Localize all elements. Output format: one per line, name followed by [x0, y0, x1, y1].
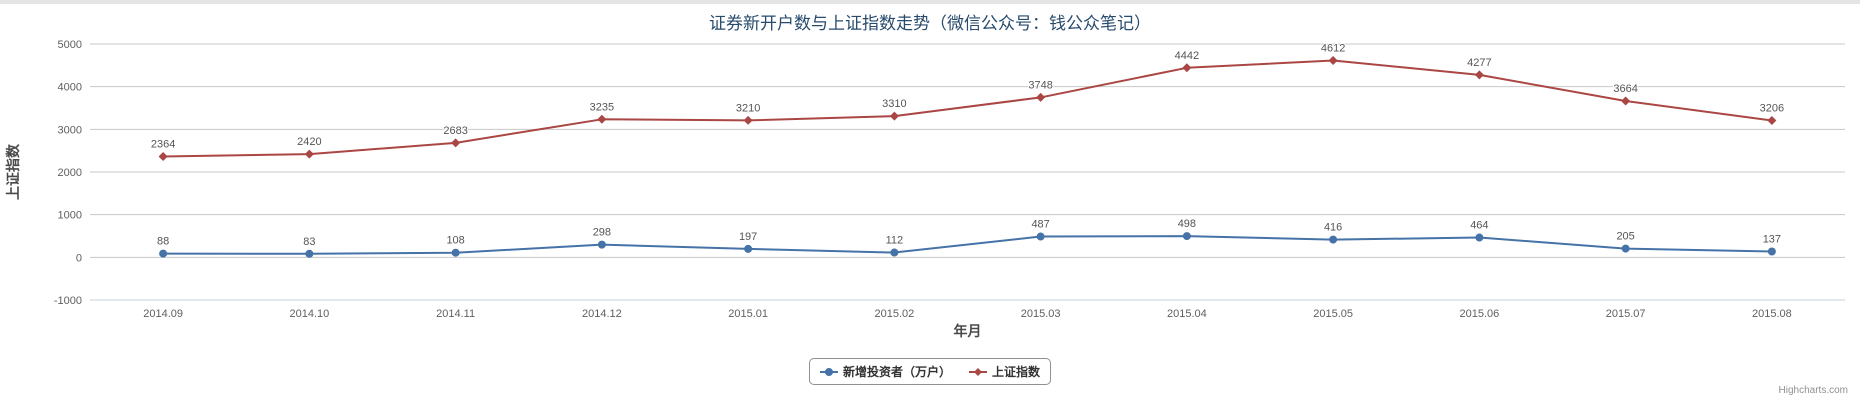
- series-line-shanghai-index: [162, 59, 1773, 158]
- data-point-label: 197: [739, 231, 757, 243]
- y-tick-label: 2000: [58, 167, 82, 179]
- x-tick-label: 2015.03: [1021, 308, 1061, 320]
- data-point-label: 3235: [590, 101, 614, 113]
- data-point-marker[interactable]: [1767, 116, 1777, 126]
- data-point-label: 3210: [736, 102, 760, 114]
- data-point-label: 2420: [297, 136, 321, 148]
- data-point-marker[interactable]: [158, 151, 168, 161]
- y-tick-label: -1000: [54, 295, 82, 307]
- data-point-marker[interactable]: [1328, 56, 1338, 66]
- data-point-marker[interactable]: [597, 240, 606, 249]
- y-tick-label: 5000: [58, 39, 82, 51]
- data-point-label: 112: [886, 235, 904, 247]
- data-point-label: 205: [1616, 231, 1634, 243]
- data-point-label: 108: [446, 235, 464, 247]
- data-point-label: 4612: [1321, 43, 1345, 55]
- x-tick-label: 2014.12: [582, 308, 622, 320]
- data-point-label: 298: [593, 227, 611, 239]
- data-point-label: 4277: [1467, 57, 1491, 69]
- y-axis-title: 上证指数: [5, 143, 21, 200]
- legend-diamond-marker-icon: [969, 367, 987, 376]
- credits-link[interactable]: Highcharts.com: [1778, 385, 1848, 396]
- data-point-label: 3664: [1613, 83, 1637, 95]
- data-point-marker[interactable]: [1036, 92, 1046, 102]
- data-point-label: 2364: [151, 138, 175, 150]
- data-point-marker[interactable]: [890, 248, 899, 257]
- legend-label: 新增投资者（万户）: [842, 365, 951, 379]
- data-point-label: 464: [1470, 220, 1488, 232]
- x-tick-label: 2015.07: [1606, 308, 1646, 320]
- data-point-label: 3748: [1028, 79, 1052, 91]
- data-point-marker[interactable]: [1621, 244, 1630, 253]
- data-point-marker[interactable]: [1036, 232, 1045, 241]
- data-point-marker[interactable]: [159, 249, 168, 258]
- data-point-label: 498: [1178, 218, 1196, 230]
- data-point-label: 416: [1324, 222, 1342, 234]
- y-tick-label: 3000: [58, 124, 82, 136]
- data-point-marker[interactable]: [889, 111, 899, 121]
- data-point-marker[interactable]: [1767, 247, 1776, 256]
- data-point-marker[interactable]: [1182, 63, 1192, 73]
- data-point-label: 3310: [882, 98, 906, 110]
- legend-label: 上证指数: [992, 365, 1041, 379]
- data-point-label: 487: [1031, 219, 1049, 231]
- legend-item-new-investors[interactable]: 新增投资者（万户）: [819, 363, 951, 380]
- data-point-marker[interactable]: [305, 249, 314, 258]
- series-line-new-investors: [162, 235, 1773, 255]
- data-point-marker[interactable]: [1182, 232, 1191, 241]
- data-point-marker[interactable]: [1621, 96, 1631, 106]
- x-tick-label: 2015.04: [1167, 308, 1207, 320]
- x-tick-label: 2015.05: [1313, 308, 1353, 320]
- legend-item-shanghai-index[interactable]: 上证指数: [969, 363, 1040, 380]
- x-tick-label: 2014.11: [436, 308, 475, 320]
- chart-title: 证券新开户数与上证指数走势（微信公众号：钱公众笔记）: [709, 14, 1151, 33]
- data-point-marker[interactable]: [1475, 233, 1484, 242]
- x-tick-label: 2014.10: [289, 308, 329, 320]
- data-point-label: 3206: [1760, 103, 1784, 115]
- data-point-marker[interactable]: [1474, 70, 1484, 80]
- x-tick-label: 2014.09: [143, 308, 183, 320]
- data-point-marker[interactable]: [451, 248, 460, 257]
- data-point-marker[interactable]: [304, 149, 314, 159]
- x-tick-label: 2015.02: [874, 308, 914, 320]
- legend-circle-marker-icon: [819, 367, 838, 376]
- x-axis-title: 年月: [954, 323, 982, 339]
- data-point-marker[interactable]: [743, 115, 753, 125]
- data-point-label: 88: [157, 236, 169, 248]
- data-point-label: 2683: [443, 125, 467, 137]
- x-tick-label: 2015.06: [1459, 308, 1499, 320]
- data-point-label: 4442: [1175, 50, 1199, 62]
- data-point-marker[interactable]: [451, 138, 461, 148]
- page-top-edge: [0, 0, 1860, 4]
- data-point-label: 83: [303, 236, 315, 248]
- data-point-label: 137: [1763, 233, 1781, 245]
- data-point-marker[interactable]: [744, 244, 753, 253]
- data-point-marker[interactable]: [597, 114, 607, 124]
- data-point-marker[interactable]: [1329, 235, 1338, 244]
- x-tick-label: 2015.08: [1752, 308, 1792, 320]
- y-tick-label: 4000: [58, 82, 82, 94]
- x-tick-label: 2015.01: [728, 308, 768, 320]
- y-tick-label: 1000: [58, 210, 82, 222]
- legend: 新增投资者（万户） 上证指数: [808, 358, 1052, 385]
- y-tick-label: 0: [76, 252, 82, 264]
